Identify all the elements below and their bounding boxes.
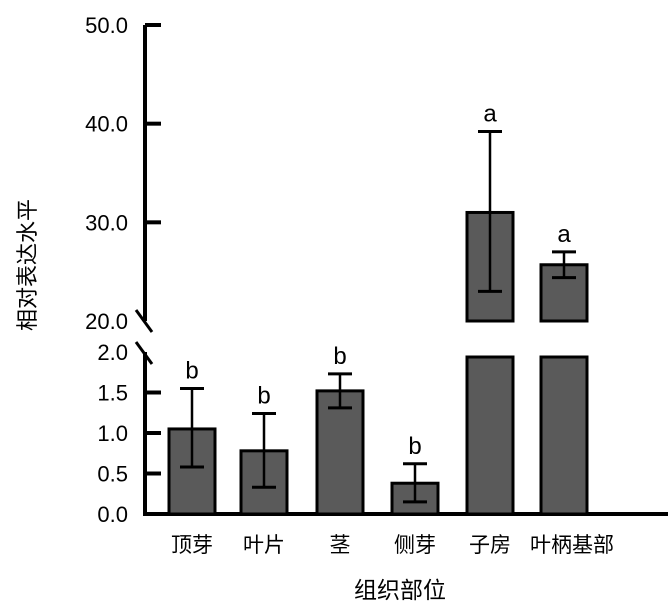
y-tick-label: 1.5 [97,381,128,406]
y-tick-label: 2.0 [97,340,128,365]
y-tick-label: 30.0 [85,210,128,235]
x-tick-label: 侧芽 [394,533,436,557]
significance-label: a [483,101,497,128]
y-tick-label: 0.0 [97,502,128,527]
x-tick-label: 叶柄基部 [530,533,614,557]
significance-label: b [333,343,346,370]
axis-break-mark [134,341,154,365]
x-axis-label: 组织部位 [354,578,446,604]
x-tick-label: 子房 [469,533,511,557]
bar-lower-segment [465,355,515,516]
y-tick-label: 40.0 [85,112,128,137]
y-tick-label: 20.0 [85,309,128,334]
x-tick-label: 茎 [330,533,351,557]
bar-lower-segment [539,355,589,516]
significance-label: b [185,357,198,384]
y-axis-label: 相对表达水平 [16,199,41,331]
x-tick-label: 顶芽 [171,533,213,557]
y-tick-label: 1.0 [97,421,128,446]
significance-label: b [408,433,421,460]
significance-label: a [557,221,571,248]
significance-label: b [257,383,270,410]
y-tick-label: 50.0 [85,13,128,38]
axis-break-mark [134,309,154,333]
x-tick-label: 叶片 [243,533,285,557]
y-tick-label: 0.5 [97,462,128,487]
